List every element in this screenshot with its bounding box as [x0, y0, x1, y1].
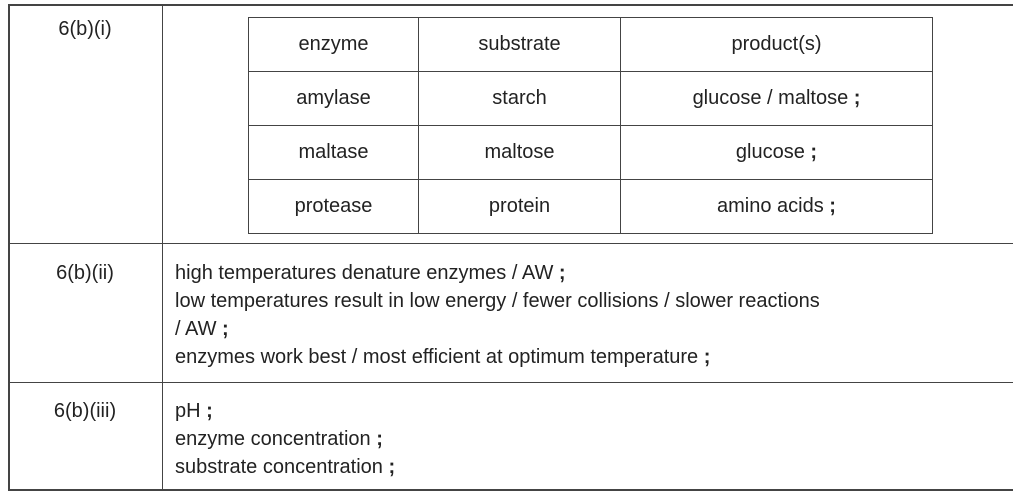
answer-line: pH ;	[175, 397, 395, 425]
table-header-row: enzyme substrate product(s)	[248, 17, 933, 72]
answer-line: / AW ;	[175, 315, 820, 343]
answer-text: high temperatures denature enzymes / AW	[175, 262, 554, 284]
answer-line: enzyme concentration ;	[175, 425, 395, 453]
column-divider	[162, 4, 163, 491]
enzyme-cell: maltase	[248, 125, 419, 180]
mark-scheme-frame	[8, 4, 1013, 491]
answer-line: high temperatures denature enzymes / AW …	[175, 259, 820, 287]
header-cell: enzyme	[248, 17, 419, 72]
answer-block: pH ; enzyme concentration ; substrate co…	[175, 397, 395, 481]
mark-symbol: ;	[388, 456, 396, 478]
row-divider	[8, 382, 1013, 383]
answer-text: enzymes work best / most efficient at op…	[175, 346, 699, 368]
answer-text: pH	[175, 400, 201, 422]
mark-symbol: ;	[853, 87, 861, 109]
mark-symbol: ;	[558, 262, 566, 284]
substrate-cell: maltose	[418, 125, 621, 180]
enzyme-table: enzyme substrate product(s) amylase star…	[248, 17, 933, 234]
question-label: 6(b)(ii)	[56, 262, 114, 284]
answer-text: / AW	[175, 318, 217, 340]
product-cell: glucose ;	[620, 125, 933, 180]
header-cell: product(s)	[620, 17, 933, 72]
question-label: 6(b)(iii)	[53, 400, 117, 422]
substrate-cell: protein	[418, 179, 621, 234]
answer-text: enzyme concentration	[175, 428, 371, 450]
mark-symbol: ;	[703, 346, 711, 368]
product-cell: glucose / maltose ;	[620, 71, 933, 126]
product-text: glucose	[735, 141, 805, 163]
enzyme-cell: protease	[248, 179, 419, 234]
mark-symbol: ;	[206, 400, 213, 422]
question-label: 6(b)(i)	[58, 18, 112, 40]
row-divider	[8, 243, 1013, 244]
enzyme-cell: amylase	[248, 71, 419, 126]
table-row: maltase maltose glucose ;	[248, 125, 933, 180]
mark-symbol: ;	[376, 428, 383, 450]
table-row: amylase starch glucose / maltose ;	[248, 71, 933, 126]
answer-text: low temperatures result in low energy / …	[175, 290, 820, 312]
answer-block: high temperatures denature enzymes / AW …	[175, 259, 820, 371]
answer-text: substrate concentration	[175, 456, 383, 478]
answer-line: substrate concentration ;	[175, 453, 395, 481]
product-text: glucose / maltose	[692, 87, 849, 109]
product-text: amino acids	[717, 195, 824, 217]
mark-symbol: ;	[829, 195, 836, 217]
table-row: protease protein amino acids ;	[248, 179, 933, 234]
answer-line: low temperatures result in low energy / …	[175, 287, 820, 315]
substrate-cell: starch	[418, 71, 621, 126]
mark-symbol: ;	[810, 141, 818, 163]
answer-line: enzymes work best / most efficient at op…	[175, 343, 820, 371]
product-cell: amino acids ;	[620, 179, 933, 234]
mark-symbol: ;	[222, 318, 229, 340]
header-cell: substrate	[418, 17, 621, 72]
